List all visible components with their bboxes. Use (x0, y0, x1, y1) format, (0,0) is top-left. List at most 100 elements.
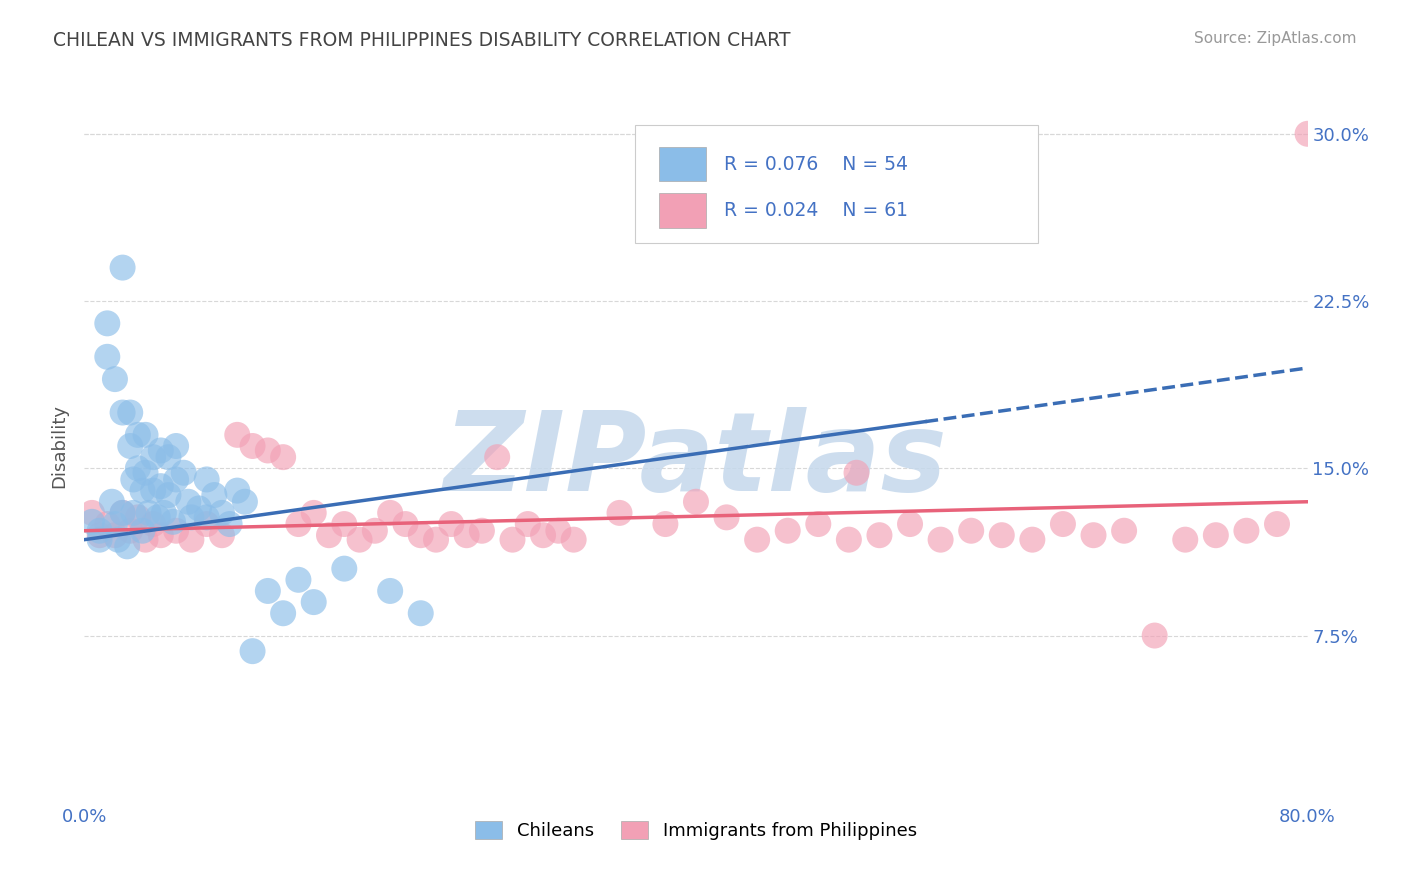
Point (120, 405, 142, 419)
Point (142, 516, 165, 531)
Point (142, 483, 165, 498)
Point (380, 583, 402, 598)
Point (80, 515, 103, 529)
Point (1236, 524, 1258, 538)
Point (188, 501, 211, 516)
Point (318, 528, 340, 542)
Point (96, 516, 118, 531)
Point (349, 533, 371, 547)
Point (531, 528, 554, 542)
Point (122, 473, 145, 487)
Text: CHILEAN VS IMMIGRANTS FROM PHILIPPINES DISABILITY CORRELATION CHART: CHILEAN VS IMMIGRANTS FROM PHILIPPINES D… (53, 31, 792, 50)
Point (157, 488, 180, 502)
Point (146, 510, 169, 524)
Point (111, 506, 134, 520)
Point (195, 473, 218, 487)
Point (165, 473, 187, 487)
Point (111, 506, 134, 520)
Point (202, 488, 225, 502)
Point (104, 528, 127, 542)
Point (226, 483, 249, 498)
Point (162, 515, 184, 529)
Point (409, 528, 432, 542)
Point (211, 506, 233, 520)
Point (929, 533, 952, 547)
Point (107, 533, 129, 547)
Point (127, 427, 149, 442)
Point (502, 533, 524, 547)
Point (80, 506, 103, 520)
Point (165, 439, 187, 453)
Point (1143, 628, 1166, 642)
Point (120, 524, 142, 538)
Point (394, 516, 416, 531)
Point (1052, 516, 1074, 531)
Text: R = 0.076    N = 54: R = 0.076 N = 54 (724, 154, 908, 174)
Point (609, 506, 631, 520)
Point (104, 516, 127, 531)
Point (195, 516, 218, 531)
Point (138, 506, 160, 520)
Point (142, 450, 165, 464)
Point (135, 533, 157, 547)
Point (127, 510, 149, 524)
Point (807, 516, 830, 531)
Point (364, 524, 387, 538)
Point (380, 506, 402, 520)
FancyBboxPatch shape (659, 147, 706, 181)
Point (302, 506, 325, 520)
Point (716, 510, 738, 524)
Point (456, 528, 478, 542)
FancyBboxPatch shape (659, 194, 706, 227)
Point (135, 427, 157, 442)
Point (287, 573, 309, 587)
Point (195, 510, 218, 524)
Point (333, 516, 356, 531)
Point (486, 450, 509, 464)
Point (127, 461, 149, 475)
Point (149, 443, 172, 458)
Point (242, 439, 264, 453)
Point (471, 524, 494, 538)
Point (685, 494, 707, 508)
Point (180, 533, 202, 547)
Point (149, 528, 172, 542)
Text: Source: ZipAtlas.com: Source: ZipAtlas.com (1194, 31, 1357, 46)
Legend: Chileans, Immigrants from Philippines: Chileans, Immigrants from Philippines (468, 814, 924, 847)
Point (547, 524, 569, 538)
Point (226, 427, 249, 442)
Point (89, 524, 111, 538)
Point (177, 494, 200, 508)
Point (180, 510, 202, 524)
Point (153, 506, 176, 520)
Point (409, 607, 432, 621)
Point (271, 450, 294, 464)
Point (1021, 533, 1043, 547)
Point (233, 494, 256, 508)
Point (115, 539, 138, 553)
Point (1174, 533, 1197, 547)
Point (211, 528, 233, 542)
Point (333, 562, 356, 576)
Point (654, 516, 676, 531)
Point (89, 533, 111, 547)
Point (271, 607, 294, 621)
Point (1083, 528, 1105, 542)
FancyBboxPatch shape (636, 125, 1039, 243)
Point (96, 316, 118, 330)
Point (242, 644, 264, 658)
Point (516, 516, 538, 531)
Point (1205, 528, 1227, 542)
Text: R = 0.024    N = 61: R = 0.024 N = 61 (724, 201, 908, 220)
Point (218, 516, 240, 531)
Point (120, 439, 142, 453)
Point (257, 443, 280, 458)
Point (131, 524, 153, 538)
Point (111, 405, 134, 419)
Point (960, 524, 983, 538)
Point (869, 528, 891, 542)
Point (122, 506, 145, 520)
Point (165, 524, 187, 538)
Point (425, 533, 447, 547)
Point (1265, 516, 1288, 531)
